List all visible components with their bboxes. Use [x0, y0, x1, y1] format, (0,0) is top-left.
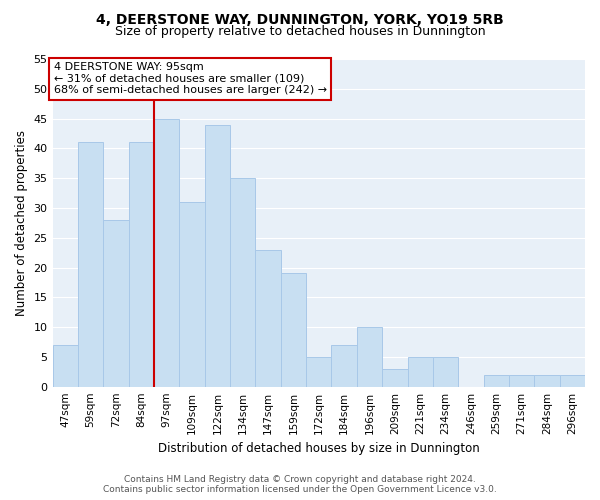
Bar — [128, 142, 154, 386]
Bar — [53, 345, 78, 387]
Bar — [256, 250, 281, 386]
Bar — [534, 375, 560, 386]
Bar — [560, 375, 585, 386]
Bar — [407, 357, 433, 386]
Bar — [179, 202, 205, 386]
Bar — [103, 220, 128, 386]
Bar — [357, 327, 382, 386]
Text: 4 DEERSTONE WAY: 95sqm
← 31% of detached houses are smaller (109)
68% of semi-de: 4 DEERSTONE WAY: 95sqm ← 31% of detached… — [54, 62, 327, 95]
X-axis label: Distribution of detached houses by size in Dunnington: Distribution of detached houses by size … — [158, 442, 479, 455]
Bar — [306, 357, 331, 386]
Y-axis label: Number of detached properties: Number of detached properties — [15, 130, 28, 316]
Bar — [154, 118, 179, 386]
Bar — [433, 357, 458, 386]
Bar — [281, 274, 306, 386]
Bar — [331, 345, 357, 387]
Bar — [509, 375, 534, 386]
Bar — [230, 178, 256, 386]
Bar — [78, 142, 103, 386]
Bar — [205, 124, 230, 386]
Text: Contains HM Land Registry data © Crown copyright and database right 2024.
Contai: Contains HM Land Registry data © Crown c… — [103, 474, 497, 494]
Text: 4, DEERSTONE WAY, DUNNINGTON, YORK, YO19 5RB: 4, DEERSTONE WAY, DUNNINGTON, YORK, YO19… — [96, 12, 504, 26]
Bar — [484, 375, 509, 386]
Text: Size of property relative to detached houses in Dunnington: Size of property relative to detached ho… — [115, 25, 485, 38]
Bar — [382, 369, 407, 386]
